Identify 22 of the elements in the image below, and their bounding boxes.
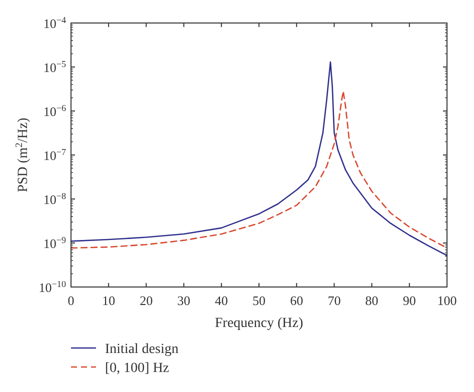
x-axis-title: Frequency (Hz) — [214, 316, 304, 331]
x-tick-label: 40 — [214, 293, 228, 308]
legend-label: Initial design — [105, 342, 178, 357]
x-tick-label: 100 — [437, 293, 457, 308]
y-tick-label: 10$^{−5}$ — [43, 59, 66, 75]
y-tick-label: 10$^{−6}$ — [43, 103, 66, 119]
x-tick-label: 20 — [140, 293, 153, 308]
x-tick-label: 90 — [402, 293, 416, 308]
x-tick-label: 30 — [177, 293, 190, 308]
x-tick-label: 10 — [102, 293, 116, 308]
x-tick-label: 60 — [290, 293, 304, 308]
y-tick-label: 10$^{−4}$ — [43, 15, 66, 31]
y-tick-label: 10$^{−8}$ — [43, 191, 66, 207]
line-series — [70, 61, 448, 256]
y-tick-label: 10$^{−10}$ — [38, 279, 66, 295]
x-tick-label: 0 — [68, 293, 74, 308]
x-tick-label: 50 — [252, 293, 266, 308]
y-tick-label: 10$^{−9}$ — [43, 235, 66, 251]
x-tick-label: 70 — [328, 293, 341, 308]
y-tick-label: 10$^{−7}$ — [43, 147, 66, 163]
x-tick-label: 80 — [365, 293, 378, 308]
legend-label: [0, 100] Hz — [105, 361, 170, 376]
